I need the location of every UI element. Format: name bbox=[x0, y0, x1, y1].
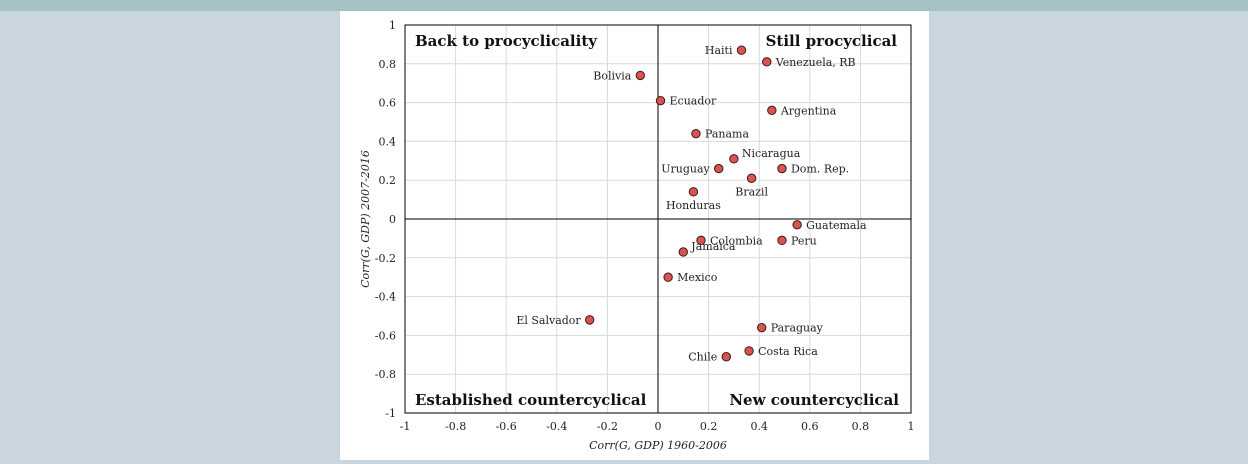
data-point bbox=[714, 163, 724, 174]
data-point bbox=[767, 105, 777, 116]
data-point bbox=[678, 247, 688, 257]
data-point bbox=[688, 187, 699, 197]
point-label: Mexico bbox=[677, 271, 718, 284]
quadrant-label-top-right: Still procyclical bbox=[766, 32, 898, 50]
point-label: Bolivia bbox=[593, 69, 631, 82]
point-label: Colombia bbox=[710, 234, 763, 247]
quadrant-label-top-left: Back to procyclicality bbox=[415, 32, 598, 50]
y-tick-label: 0.4 bbox=[379, 135, 397, 148]
quadrant-label-bottom-right: New countercyclical bbox=[729, 391, 899, 409]
data-point bbox=[584, 315, 595, 325]
point-label: Panama bbox=[705, 128, 750, 141]
x-tick-label: -0.2 bbox=[597, 420, 618, 433]
point-label: Argentina bbox=[780, 104, 837, 117]
scatter-chart: -1 -0.8 -0.6 -0.4 -0.2 0 0.2 0.4 0.6 0.8 1 -1 -0.8 -0… bbox=[359, 19, 915, 452]
y-tick-label: 0.8 bbox=[379, 58, 397, 71]
data-point bbox=[757, 322, 767, 333]
point-label: Jamaica bbox=[690, 240, 736, 253]
y-tick-label: 0 bbox=[389, 213, 396, 226]
point-label: Paraguay bbox=[771, 322, 824, 335]
y-axis-title: Corr(G, GDP) 2007-2016 bbox=[359, 150, 372, 288]
quadrant-label-bottom-left: Established countercyclical bbox=[415, 391, 647, 409]
x-tick-label: -0.6 bbox=[496, 420, 517, 433]
data-point bbox=[696, 235, 706, 246]
x-tick-label: -0.8 bbox=[445, 420, 466, 433]
data-point bbox=[736, 45, 747, 55]
x-tick-label: 0 bbox=[655, 420, 662, 433]
point-label: Honduras bbox=[666, 199, 721, 212]
data-point bbox=[744, 346, 754, 356]
data-point bbox=[746, 173, 757, 183]
x-tick-label: -1 bbox=[400, 420, 411, 433]
point-label: Dom. Rep. bbox=[791, 163, 849, 176]
point-label: El Salvador bbox=[516, 314, 581, 327]
y-tick-label: -0.4 bbox=[375, 291, 396, 304]
top-band bbox=[0, 0, 1248, 11]
x-tick-label: 1 bbox=[908, 420, 915, 433]
y-tick-label: 0.2 bbox=[379, 174, 397, 187]
point-label: Brazil bbox=[735, 185, 768, 198]
x-tick-label: 0.2 bbox=[700, 420, 718, 433]
x-tick-label: 0.6 bbox=[801, 420, 819, 433]
y-tick-label: -1 bbox=[385, 407, 396, 420]
point-label: Peru bbox=[791, 234, 817, 247]
data-point bbox=[777, 163, 787, 174]
point-label: Guatemala bbox=[806, 219, 867, 232]
point-label: Venezuela, RB bbox=[775, 56, 856, 69]
data-point bbox=[655, 95, 666, 106]
point-label: Costa Rica bbox=[758, 345, 818, 358]
point-label: Ecuador bbox=[670, 95, 717, 108]
x-tick-label: -0.4 bbox=[546, 420, 567, 433]
point-label: Chile bbox=[688, 351, 717, 364]
data-point bbox=[762, 57, 772, 67]
x-tick-label: 0.4 bbox=[750, 420, 768, 433]
data-point bbox=[792, 220, 802, 230]
data-point bbox=[721, 352, 732, 362]
data-point bbox=[729, 154, 739, 164]
point-label: Nicaragua bbox=[742, 147, 801, 160]
chart-panel: -1 -0.8 -0.6 -0.4 -0.2 0 0.2 0.4 0.6 0.8 1 -1 -0.8 -0… bbox=[340, 11, 929, 460]
x-axis-title: Corr(G, GDP) 1960-2006 bbox=[589, 439, 727, 452]
y-tick-label: -0.2 bbox=[375, 252, 396, 265]
y-tick-label: 1 bbox=[389, 19, 396, 32]
x-tick-label: 0.8 bbox=[852, 420, 870, 433]
data-point bbox=[635, 70, 645, 81]
y-tick-label: -0.6 bbox=[375, 329, 396, 342]
data-point bbox=[663, 272, 673, 282]
y-tick-label: -0.8 bbox=[375, 368, 396, 381]
data-point bbox=[691, 128, 701, 139]
point-label: Haiti bbox=[705, 44, 733, 57]
point-label: Uruguay bbox=[661, 163, 710, 176]
data-point bbox=[777, 235, 787, 246]
y-tick-label: 0.6 bbox=[379, 97, 397, 110]
